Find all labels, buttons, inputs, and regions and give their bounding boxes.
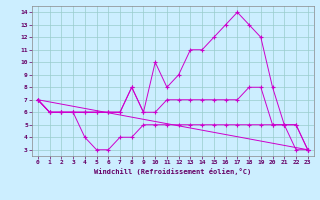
X-axis label: Windchill (Refroidissement éolien,°C): Windchill (Refroidissement éolien,°C) xyxy=(94,168,252,175)
